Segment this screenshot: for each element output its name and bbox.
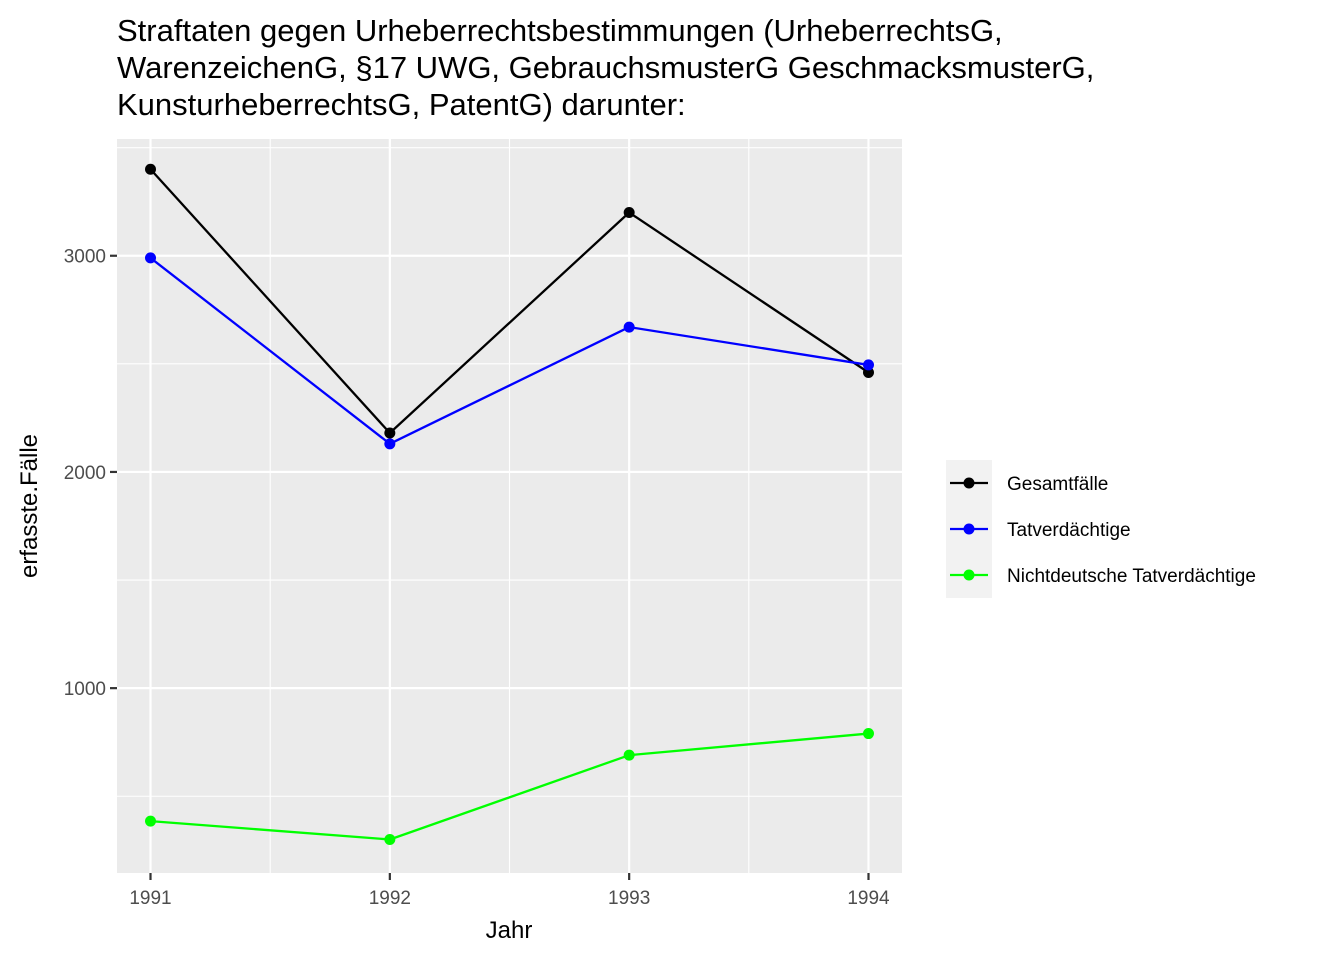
data-point	[623, 321, 635, 333]
data-point	[384, 833, 396, 845]
legend-entries: Gesamtfälle Tatverdächtige Nichtdeutsche T…	[950, 474, 1256, 587]
legend-label: Tatverdächtige	[1007, 520, 1131, 541]
y-tick-label: 1000	[64, 679, 106, 700]
legend-key-point	[963, 569, 975, 581]
data-point	[862, 366, 874, 378]
legend-key-point	[963, 477, 975, 489]
data-point	[862, 728, 874, 740]
data-point	[623, 749, 635, 761]
chart-title-line-1: Straftaten gegen Urheberrechtsbestimmung…	[117, 13, 1003, 48]
series-line-2	[149, 257, 869, 445]
data-point	[145, 815, 157, 827]
legend-label: Gesamtfälle	[1007, 474, 1108, 495]
legend-key-point	[963, 523, 975, 535]
chart-title: Straftaten gegen Urheberrechtsbestimmung…	[117, 13, 1094, 122]
y-axis-title: erfasste.Fälle	[16, 434, 43, 578]
data-point	[384, 438, 396, 450]
minor-gridlines	[117, 139, 902, 873]
data-point	[145, 252, 157, 264]
data-point	[623, 207, 635, 219]
x-tick-label: 1991	[129, 888, 171, 909]
series-layer	[145, 163, 874, 845]
y-tick-label: 2000	[64, 463, 106, 484]
x-tick-label: 1994	[847, 888, 890, 909]
legend: Gesamtfälle Tatverdächtige Nichtdeutsche T…	[946, 460, 1256, 598]
chart-title-line-2: WarenzeichenG, §17 UWG, GebrauchsmusterG…	[117, 50, 1094, 85]
y-axis: 1000 2000 3000	[64, 247, 117, 700]
x-tick-label: 1992	[369, 888, 411, 909]
legend-label: Nichtdeutsche Tatverdächtige	[1007, 566, 1256, 587]
x-axis: 1991 1992 1993 1994	[129, 873, 890, 909]
series-line-3	[150, 732, 869, 841]
chart-title-line-3: KunsturheberrechtsG, PatentG) darunter:	[117, 87, 686, 122]
x-tick-label: 1993	[608, 888, 650, 909]
data-point	[384, 427, 396, 439]
y-tick-label: 3000	[64, 247, 106, 268]
data-point	[145, 163, 157, 175]
data-point	[862, 359, 874, 371]
x-axis-title: Jahr	[486, 917, 533, 944]
series-line-1	[149, 168, 870, 435]
